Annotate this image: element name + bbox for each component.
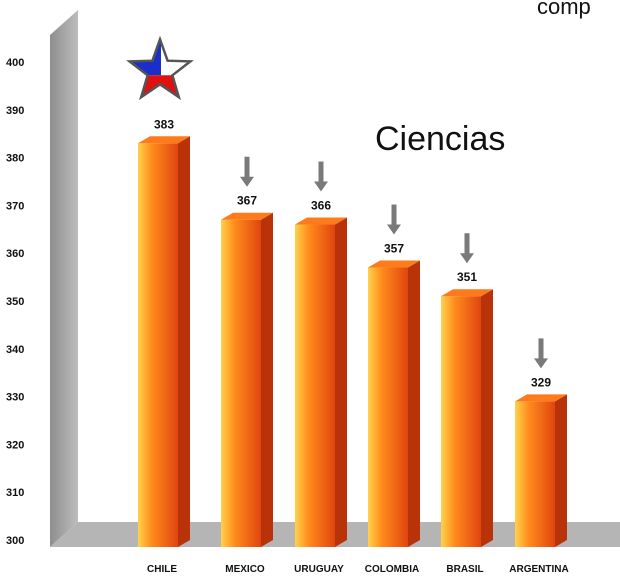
bar-top <box>138 136 190 144</box>
bar-side <box>481 289 493 547</box>
down-arrow-icon <box>534 338 548 369</box>
bar-side <box>335 217 347 547</box>
bar <box>515 401 555 547</box>
bar <box>368 267 408 547</box>
y-tick-label: 400 <box>6 57 24 69</box>
down-arrow-icon <box>314 161 328 192</box>
chart-title: Ciencias <box>375 120 505 158</box>
y-tick-label: 390 <box>6 105 24 117</box>
down-arrow-icon <box>240 156 254 187</box>
y-tick-label: 370 <box>6 200 24 212</box>
bar <box>295 224 335 547</box>
chart-back-wall <box>50 10 78 547</box>
y-tick-label: 310 <box>6 487 24 499</box>
bar <box>441 296 481 547</box>
y-tick-label: 300 <box>6 535 24 547</box>
bar <box>221 219 261 548</box>
data-label: 366 <box>311 199 331 213</box>
bar <box>138 143 178 547</box>
bar-series <box>138 136 567 548</box>
y-tick-label: 350 <box>6 296 24 308</box>
y-tick-label: 340 <box>6 344 24 356</box>
x-tick-label: COLOMBIA <box>365 564 419 575</box>
data-label: 329 <box>531 375 551 389</box>
y-tick-label: 380 <box>6 153 24 165</box>
bar-top <box>515 394 567 402</box>
bar-top <box>368 260 420 268</box>
bar-side <box>555 394 567 547</box>
x-tick-label: BRASIL <box>446 564 483 575</box>
data-label: 351 <box>457 270 477 284</box>
x-tick-label: URUGUAY <box>294 564 344 575</box>
data-labels: 383 367 366 357 351 329 <box>154 117 551 389</box>
chile-flag-star-icon <box>126 35 194 101</box>
y-axis: 300 310 320 330 340 350 360 370 380 390 400 <box>6 57 24 547</box>
x-tick-label: MEXICO <box>225 564 265 575</box>
bar-top <box>441 289 493 297</box>
y-tick-label: 330 <box>6 392 24 404</box>
bar-top <box>221 212 273 220</box>
data-label: 367 <box>237 194 257 208</box>
bar-side <box>178 136 190 547</box>
x-axis: CHILE MEXICO URUGUAY COLOMBIA BRASIL ARGENTIN… <box>147 564 569 575</box>
y-tick-label: 360 <box>6 248 24 260</box>
bar-side <box>261 212 273 548</box>
data-label: 383 <box>154 117 174 131</box>
bar-side <box>408 260 420 547</box>
y-tick-label: 320 <box>6 439 24 451</box>
data-label: 357 <box>384 242 404 256</box>
down-arrow-icon <box>460 233 474 264</box>
x-tick-label: CHILE <box>147 564 177 575</box>
chart-subtitle: comp <box>537 0 591 19</box>
x-tick-label: ARGENTINA <box>509 564 568 575</box>
down-arrow-icon <box>387 204 401 235</box>
bar-top <box>295 217 347 225</box>
